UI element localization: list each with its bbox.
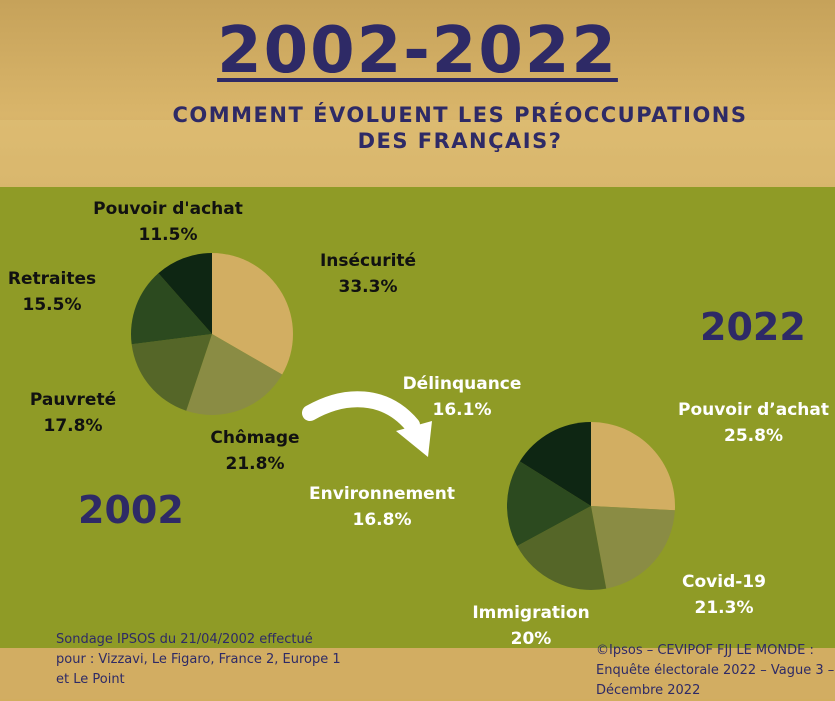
label-2022-pouvoir-achat: Pouvoir d’achat 25.8% [677, 400, 829, 446]
year-label-2002: 2002 [78, 488, 184, 532]
transition-arrow-icon [302, 391, 432, 457]
pie-slice-2002-2 [131, 334, 212, 411]
label-2022-environnement: Environnement 16.8% [309, 484, 455, 530]
pie-slice-2022-4 [519, 422, 591, 506]
page-subtitle: COMMENT ÉVOLUENT LES PRÉOCCUPATIONS DES … [172, 103, 748, 153]
header-background [0, 0, 835, 190]
header-band [0, 120, 835, 195]
label-2022-immigration: Immigration 20% [472, 603, 590, 649]
label-2002-chomage: Chômage 21.8% [210, 428, 300, 474]
footer-background [0, 648, 835, 699]
label-2002-pauvrete: Pauvreté 17.8% [29, 390, 117, 436]
chart-panel [0, 187, 835, 648]
pie-slice-2022-2 [517, 506, 607, 590]
label-2022-delinquance: Délinquance 16.1% [402, 374, 522, 420]
year-label-2022: 2022 [700, 305, 806, 349]
pie-slice-2002-3 [131, 273, 212, 345]
source-note-2002: Sondage IPSOS du 21/04/2002 effectué pou… [56, 632, 341, 687]
pie-slice-2002-0 [212, 253, 293, 375]
pie-slice-2002-4 [158, 253, 212, 334]
page-title: 2002-2022 [217, 14, 618, 88]
pie-chart-2022 [507, 422, 675, 590]
label-2002-retraites: Retraites 15.5% [7, 269, 97, 315]
label-2022-covid: Covid-19 21.3% [682, 572, 766, 618]
label-2002-pouvoir-achat: Pouvoir d'achat 11.5% [93, 199, 243, 245]
pie-chart-2002 [131, 253, 293, 415]
pie-slice-2002-1 [186, 334, 283, 415]
pie-slice-2022-3 [507, 461, 591, 547]
pie-slice-2022-1 [591, 506, 675, 589]
source-note-2022: ©Ipsos – CEVIPOF FJJ LE MONDE : Enquête … [596, 643, 835, 698]
label-2002-insecurite: Insécurité 33.3% [319, 251, 417, 297]
pie-slice-2022-0 [591, 422, 675, 511]
